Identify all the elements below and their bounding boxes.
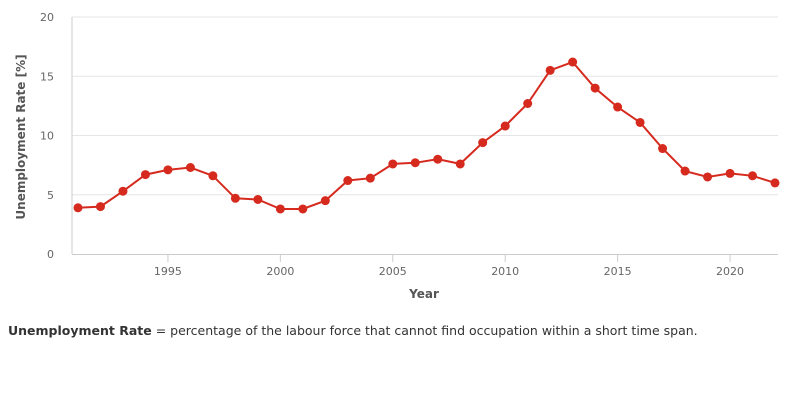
x-tick-label: 2005 xyxy=(379,265,407,278)
data-point[interactable] xyxy=(658,144,668,154)
x-tick-label: 2000 xyxy=(266,265,294,278)
data-point[interactable] xyxy=(523,99,533,109)
data-point[interactable] xyxy=(770,178,780,188)
data-point[interactable] xyxy=(140,170,150,180)
data-point[interactable] xyxy=(433,154,443,164)
y-axis-ticks: 0 5 10 15 20 xyxy=(40,11,54,261)
y-tick-label: 15 xyxy=(40,70,54,83)
data-point[interactable] xyxy=(163,165,173,175)
data-points xyxy=(73,57,780,214)
data-point[interactable] xyxy=(298,204,308,214)
data-point[interactable] xyxy=(320,196,330,206)
x-tick-label: 1995 xyxy=(154,265,182,278)
data-point[interactable] xyxy=(545,65,555,75)
data-point[interactable] xyxy=(613,102,623,112)
y-tick-label: 0 xyxy=(47,248,54,261)
unemployment-line-chart: 0 5 10 15 20 1995 2000 2005 2010 2015 2020 Year U… xyxy=(14,11,780,301)
x-tick-label: 2010 xyxy=(491,265,519,278)
footnote: Unemployment Rate = percentage of the la… xyxy=(8,323,698,338)
data-point[interactable] xyxy=(343,176,353,186)
grid-lines xyxy=(72,16,778,196)
y-tick-label: 10 xyxy=(40,130,54,143)
data-point[interactable] xyxy=(748,171,758,181)
data-point[interactable] xyxy=(590,83,600,93)
data-point[interactable] xyxy=(185,162,195,172)
data-point[interactable] xyxy=(208,171,218,181)
data-point[interactable] xyxy=(478,138,488,148)
x-axis-ticks: 1995 2000 2005 2010 2015 2020 xyxy=(154,254,744,278)
data-point[interactable] xyxy=(365,173,375,183)
data-point[interactable] xyxy=(455,159,465,169)
data-point[interactable] xyxy=(500,121,510,131)
x-tick-label: 2020 xyxy=(716,265,744,278)
x-axis-label: Year xyxy=(408,287,439,301)
y-tick-label: 20 xyxy=(40,11,54,24)
data-point[interactable] xyxy=(680,166,690,176)
data-point[interactable] xyxy=(388,159,398,169)
data-point[interactable] xyxy=(635,117,645,127)
x-tick-label: 2015 xyxy=(604,265,632,278)
data-point[interactable] xyxy=(725,168,735,178)
data-point[interactable] xyxy=(73,203,83,213)
data-point[interactable] xyxy=(703,172,713,182)
data-point[interactable] xyxy=(118,186,128,196)
data-point[interactable] xyxy=(568,57,578,67)
data-point[interactable] xyxy=(95,202,105,212)
data-point[interactable] xyxy=(230,193,240,203)
y-axis-label: Unemployment Rate [%] xyxy=(14,54,28,219)
footnote-term: Unemployment Rate xyxy=(8,323,152,338)
axes xyxy=(71,17,778,255)
data-point[interactable] xyxy=(410,158,420,168)
data-point[interactable] xyxy=(275,204,285,214)
y-tick-label: 5 xyxy=(47,189,54,202)
footnote-definition: = percentage of the labour force that ca… xyxy=(151,323,698,338)
data-point[interactable] xyxy=(253,194,263,204)
